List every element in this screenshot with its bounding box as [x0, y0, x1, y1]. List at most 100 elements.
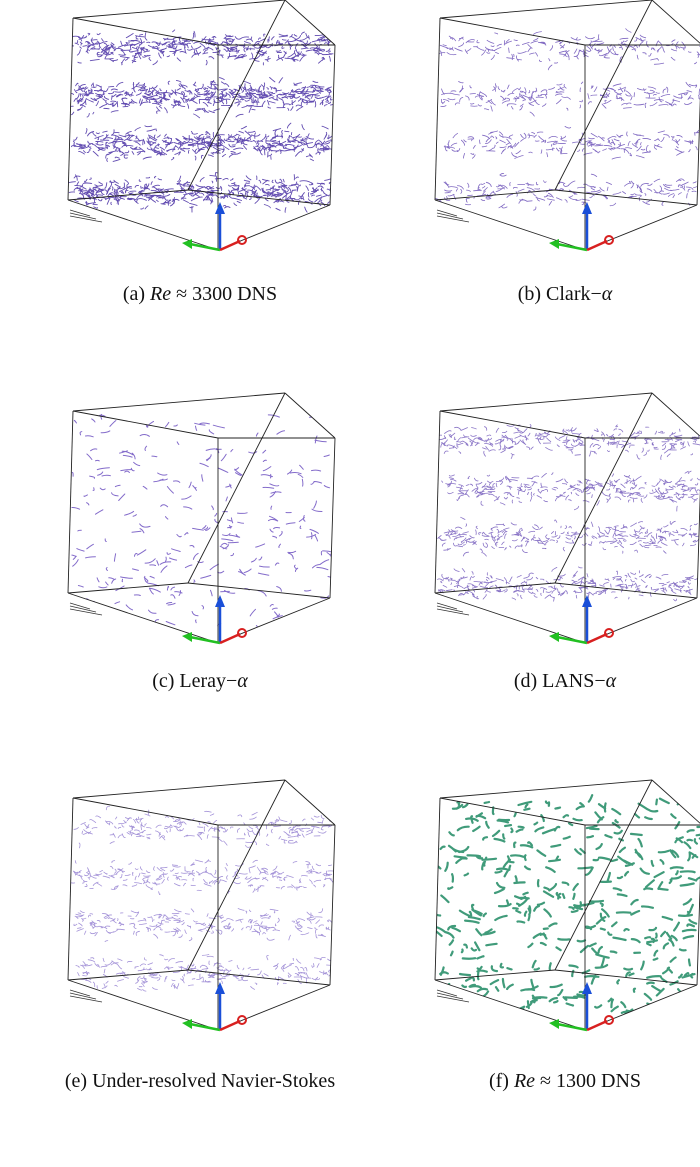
cube-edge: [67, 189, 189, 201]
cube-edge: [434, 189, 556, 201]
axis-y-head: [549, 1019, 559, 1029]
axis-y: [189, 635, 221, 645]
axis-y-head: [182, 1019, 192, 1029]
axis-z-head: [215, 595, 225, 607]
axis-x-head: [604, 1015, 614, 1025]
cube-edge: [434, 17, 441, 201]
axis-x: [219, 1019, 241, 1032]
cube-edge: [329, 44, 336, 206]
tick-hatch: [436, 212, 464, 220]
caption-part: ≈ 3300 DNS: [171, 283, 278, 305]
cube-edge: [187, 582, 331, 599]
cube-edge: [72, 392, 286, 412]
caption: (e) Under-resolved Navier-Stokes: [30, 1070, 370, 1093]
vortex-structures: [71, 413, 335, 633]
caption-part: (f): [488, 1070, 514, 1092]
caption-part: Re: [513, 1070, 536, 1092]
cube-edge: [439, 392, 653, 412]
axis-y: [189, 1022, 221, 1032]
cube-edge: [187, 969, 331, 986]
cube-edge: [67, 410, 74, 594]
axis-y: [556, 242, 588, 252]
cube-edge: [439, 0, 653, 19]
caption-part: (c) Leray−: [152, 670, 238, 692]
axis-x-head: [604, 628, 614, 638]
panel: [67, 392, 336, 645]
caption-part: (e) Under-resolved Navier-Stokes: [64, 1070, 336, 1092]
axis-x: [586, 632, 608, 645]
tick-hatch: [69, 605, 97, 613]
cube-edge: [434, 410, 441, 594]
axis-x: [219, 239, 241, 252]
cube-edge: [67, 582, 189, 594]
axis-x: [586, 1019, 608, 1032]
cube-edge: [67, 592, 219, 644]
axis-x-head: [237, 1015, 247, 1025]
tick-hatch: [69, 989, 91, 997]
vortex-structures: [68, 805, 335, 992]
caption-part: α: [605, 670, 617, 692]
vortex-structures: [435, 423, 700, 605]
panel: [67, 0, 336, 252]
axis-y-head: [549, 239, 559, 249]
cube-edge: [187, 392, 286, 584]
cube-edge: [434, 979, 586, 1031]
axis-z-head: [215, 982, 225, 994]
axis-x-head: [237, 235, 247, 245]
cube-edge: [67, 199, 219, 251]
caption-part: α: [237, 670, 248, 692]
tick-hatch: [69, 212, 97, 220]
cube-edge: [187, 189, 331, 206]
caption: (f) Re ≈ 1300 DNS: [395, 1070, 700, 1093]
axis-y-head: [182, 239, 192, 249]
cube-edge: [554, 0, 653, 191]
tick-hatch: [69, 215, 103, 223]
caption-part: (a): [122, 283, 151, 305]
caption-part: ≈ 1300 DNS: [535, 1070, 642, 1092]
tick-hatch: [436, 608, 470, 616]
caption: (d) LANS−α: [395, 670, 700, 693]
cube-edge: [72, 410, 219, 439]
axis-x-head: [237, 628, 247, 638]
cube-edge: [67, 979, 219, 1031]
axis-y-head: [182, 632, 192, 642]
cube-edge: [651, 779, 700, 824]
tick-hatch: [436, 989, 458, 997]
axis-y: [556, 635, 588, 645]
cube-edge: [329, 824, 336, 986]
cube-edge: [439, 779, 653, 799]
cube-edge: [187, 779, 286, 971]
cube-edge: [554, 779, 653, 971]
cube-edge: [434, 582, 556, 594]
tick-hatch: [69, 602, 91, 610]
cube-edge: [554, 582, 698, 599]
cube-edge: [554, 189, 698, 206]
cube-edge: [434, 592, 586, 644]
caption-part: (d) LANS−: [513, 670, 606, 692]
caption-part: (b) Clark−: [517, 283, 602, 305]
axis-z-head: [582, 595, 592, 607]
tick-hatch: [436, 995, 470, 1003]
cube-edge: [329, 437, 336, 599]
cube-edge: [284, 0, 336, 46]
tick-hatch: [436, 215, 470, 223]
caption: (a) Re ≈ 3300 DNS: [30, 283, 370, 306]
cube-edge: [554, 969, 698, 986]
cube-edge: [439, 17, 586, 46]
cube-edge: [284, 392, 336, 439]
cube-edge: [67, 969, 189, 981]
tick-hatch: [436, 209, 458, 217]
axis-x: [586, 239, 608, 252]
cube-edge: [67, 17, 74, 201]
cube-edge: [67, 797, 74, 981]
axis-z-head: [215, 202, 225, 214]
panel: [67, 779, 336, 1032]
cube-edge: [651, 392, 700, 437]
axis-x: [219, 632, 241, 645]
axis-y: [189, 242, 221, 252]
axis-z-head: [582, 202, 592, 214]
axis-x-head: [604, 235, 614, 245]
tick-hatch: [69, 995, 103, 1003]
